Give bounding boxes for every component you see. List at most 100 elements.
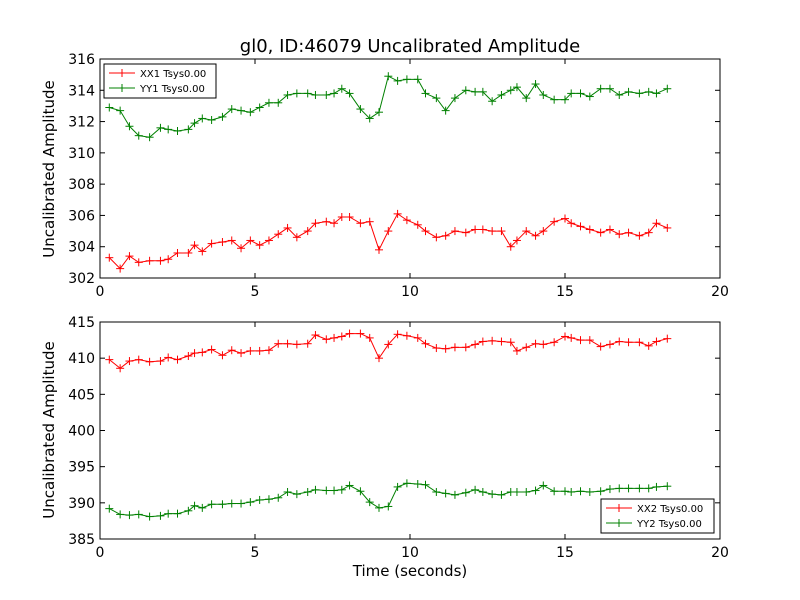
bottom-subplot-data-point bbox=[561, 487, 569, 496]
bottom-subplot-data-point bbox=[471, 485, 480, 494]
top-subplot-data-point bbox=[441, 106, 450, 115]
bottom-subplot-data-point bbox=[218, 351, 227, 360]
top-subplot-data-point bbox=[512, 83, 521, 92]
bottom-subplot-data-point bbox=[322, 486, 331, 495]
top-subplot-data-point bbox=[322, 217, 331, 226]
top-subplot-data-point bbox=[522, 94, 531, 103]
top-subplot-data-point bbox=[413, 220, 422, 229]
top-subplot-data-point bbox=[134, 131, 143, 140]
top-subplot-data-point bbox=[615, 230, 624, 239]
top-subplot-data-point bbox=[550, 95, 559, 104]
bottom-subplot-legend-box bbox=[600, 498, 715, 534]
top-subplot-legend-label: YY1 Tsys0.00 bbox=[139, 84, 205, 95]
bottom-subplot-data-point bbox=[635, 338, 644, 347]
top-subplot-data-point bbox=[145, 133, 154, 142]
bottom-subplot-data-point bbox=[303, 487, 312, 496]
bottom-subplot-ytick-label: 390 bbox=[68, 496, 95, 512]
top-subplot-ytick-label: 308 bbox=[68, 177, 95, 193]
bottom-subplot-data-point bbox=[227, 499, 236, 508]
top-subplot-data-point bbox=[663, 223, 672, 232]
bottom-subplot-data-point bbox=[413, 333, 422, 342]
top-subplot-ytick-label: 310 bbox=[68, 146, 95, 162]
bottom-subplot-data-point bbox=[264, 346, 273, 355]
bottom-subplot-data-point bbox=[105, 504, 114, 513]
top-subplot-data-point bbox=[274, 98, 283, 107]
top-subplot-xtick-label: 5 bbox=[251, 284, 260, 300]
top-subplot-data-point bbox=[421, 89, 430, 98]
bottom-subplot-data-point bbox=[375, 354, 383, 363]
top-subplot-data-point bbox=[227, 105, 236, 114]
bottom-subplot-data-point bbox=[512, 346, 521, 355]
bottom-subplot-ticks: 0 5 10 15 20 385 390 395 400 405 410 415 bbox=[68, 315, 729, 561]
top-subplot-xtick-label: 15 bbox=[556, 284, 574, 300]
top-subplot-data-point bbox=[596, 84, 605, 93]
top-subplot-data-point bbox=[432, 233, 441, 242]
bottom-subplot-xtick-label: 5 bbox=[251, 545, 260, 561]
bottom-subplot-data-point bbox=[190, 349, 199, 358]
bottom-subplot-data-point bbox=[274, 339, 283, 348]
bottom-subplot-data-point bbox=[550, 487, 559, 496]
top-subplot-data-point bbox=[497, 227, 506, 236]
bottom-subplot-data-point bbox=[605, 485, 614, 494]
top-subplot-data-point bbox=[576, 89, 585, 98]
top-subplot-data-point bbox=[384, 72, 393, 81]
top-subplot-data-point bbox=[531, 80, 540, 89]
top-subplot-data-point bbox=[156, 256, 165, 265]
bottom-subplot-data-point bbox=[237, 349, 246, 358]
bottom-subplot-data-point bbox=[488, 490, 497, 499]
bottom-subplot-data-point bbox=[283, 487, 292, 496]
top-subplot-data-point bbox=[164, 255, 173, 264]
bottom-subplot-data-point bbox=[227, 346, 236, 355]
top-subplot-data-point bbox=[663, 84, 672, 93]
bottom-subplot-data-point bbox=[497, 490, 506, 499]
top-subplot-data-point bbox=[345, 212, 354, 221]
top-subplot-data-point bbox=[105, 103, 114, 112]
top-subplot-data-point bbox=[190, 119, 199, 128]
top-subplot-data-point bbox=[471, 225, 480, 234]
top-subplot-data-point bbox=[264, 236, 273, 245]
top-subplot-legend-box bbox=[103, 63, 217, 99]
top-subplot-data-point bbox=[461, 86, 470, 95]
top-subplot-ylabel: Uncalibrated Amplitude bbox=[40, 80, 58, 257]
top-subplot-data-point bbox=[539, 90, 548, 99]
top-subplot-data-point bbox=[375, 245, 383, 254]
top-subplot-legend-label: XX1 Tsys0.00 bbox=[140, 69, 206, 80]
bottom-subplot-data-point bbox=[365, 498, 374, 507]
top-subplot-data-point bbox=[441, 231, 450, 240]
bottom-subplot-data-point bbox=[478, 337, 487, 346]
bottom-subplot-data-point bbox=[567, 487, 576, 496]
top-subplot-data-point bbox=[218, 112, 227, 121]
top-subplot-data-point bbox=[356, 219, 365, 228]
top-subplot-data-point bbox=[615, 90, 624, 99]
top-subplot-data-point bbox=[393, 76, 402, 85]
bottom-subplot-data-point bbox=[125, 357, 134, 366]
top-subplot-data-point bbox=[264, 98, 273, 107]
bottom-subplot-legend-entry: YY2 Tsys0.00 bbox=[606, 519, 702, 530]
bottom-subplot-data-point bbox=[432, 487, 441, 496]
top-subplot-data-point bbox=[461, 228, 470, 237]
top-subplot-data-point bbox=[585, 225, 594, 234]
top-subplot-xtick-label: 0 bbox=[96, 284, 105, 300]
bottom-subplot-xlabel: Time (seconds) bbox=[352, 562, 468, 580]
top-subplot-data-point bbox=[585, 92, 594, 101]
bottom-subplot-data-point bbox=[283, 339, 292, 348]
top-subplot-xtick-label: 10 bbox=[401, 284, 419, 300]
bottom-subplot-data-point bbox=[330, 486, 339, 495]
top-subplot-data-point bbox=[116, 106, 125, 115]
bottom-subplot-data-point bbox=[292, 490, 301, 499]
top-subplot-data-point bbox=[105, 253, 114, 262]
bottom-subplot-data-point bbox=[337, 485, 346, 494]
bottom-subplot-data-point bbox=[274, 493, 283, 502]
top-subplot-data-point bbox=[190, 241, 199, 250]
top-subplot-ytick-label: 302 bbox=[68, 271, 95, 287]
bottom-subplot-data-point bbox=[624, 484, 633, 493]
bottom-subplot-ytick-label: 400 bbox=[68, 424, 95, 440]
top-subplot-data-point bbox=[478, 225, 487, 234]
top-subplot-data-point bbox=[421, 227, 430, 236]
bottom-subplot-data-point bbox=[596, 342, 605, 351]
top-subplot-data-point bbox=[274, 230, 283, 239]
top-subplot-data-point bbox=[134, 258, 143, 267]
bottom-subplot-ylabel: Uncalibrated Amplitude bbox=[40, 341, 58, 518]
top-subplot-data-point bbox=[237, 106, 246, 115]
